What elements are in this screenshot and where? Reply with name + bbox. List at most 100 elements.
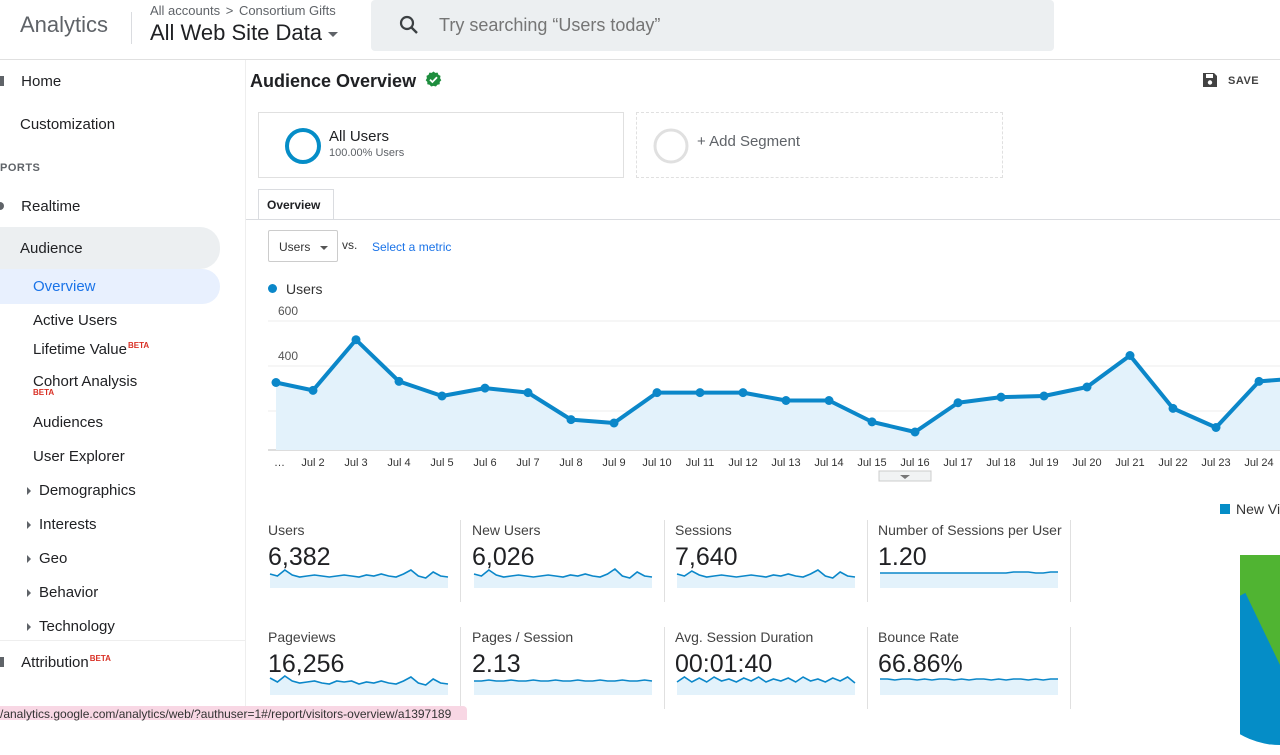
sidebar-item-lifetime-value[interactable]: Lifetime ValueBETA <box>33 341 149 358</box>
sparkline-line <box>880 678 1058 681</box>
sidebar-item-technology[interactable]: Technology <box>27 618 115 635</box>
pie-slice-returning <box>1244 584 1280 665</box>
sidebar-item-behavior[interactable]: Behavior <box>27 584 98 601</box>
data-point <box>437 391 447 401</box>
x-tick-label: Jul 19 <box>1029 457 1058 469</box>
scorecard-avg-session-duration[interactable]: Avg. Session Duration 00:01:40 <box>675 629 871 713</box>
legend-swatch-new-visitor <box>1220 504 1230 514</box>
data-point <box>1082 382 1092 392</box>
scorecard-label: Users <box>268 522 305 538</box>
sidebar-item-audience[interactable]: Audience <box>20 240 83 257</box>
page-title: Audience Overview <box>250 71 442 92</box>
pie-legend: New Vi <box>1220 501 1280 517</box>
x-tick-label: Jul 18 <box>986 457 1015 469</box>
sparkline-area <box>270 570 448 588</box>
data-point <box>996 392 1006 402</box>
select-metric-link[interactable]: Select a metric <box>372 240 452 254</box>
chart-range-arrow-icon <box>900 475 910 479</box>
vs-label: vs. <box>342 238 358 252</box>
x-tick-label: Jul 12 <box>728 457 757 469</box>
sparkline <box>473 567 653 588</box>
cohort-analysis-label: Cohort Analysis <box>33 373 138 390</box>
legend-dot <box>268 284 277 293</box>
sidebar-item-audiences[interactable]: Audiences <box>33 414 104 431</box>
sparkline-area <box>474 569 652 588</box>
sparkline-area <box>474 680 652 695</box>
sidebar-divider <box>0 640 245 641</box>
sidebar-item-geo[interactable]: Geo <box>27 550 67 567</box>
pie-legend-label: New Vi <box>1236 501 1280 517</box>
tab-divider <box>246 219 1280 220</box>
scorecard-sessions[interactable]: Sessions 7,640 <box>675 522 871 606</box>
sidebar-item-cohort-analysis[interactable]: Cohort Analysis BETA <box>33 373 138 397</box>
scorecard-number-of-sessions-per-user[interactable]: Number of Sessions per User 1.20 <box>878 522 1074 606</box>
geo-label: Geo <box>39 550 68 567</box>
attribution-icon <box>0 657 4 667</box>
sparkline-line <box>676 569 856 579</box>
sparkline-area <box>880 679 1058 695</box>
data-point <box>351 335 361 345</box>
tab-overview[interactable]: Overview <box>258 189 334 220</box>
sparkline-area <box>677 570 855 588</box>
status-bar-url: /analytics.google.com/analytics/web/?aut… <box>0 706 468 721</box>
scorecard-pages-session[interactable]: Pages / Session 2.13 <box>472 629 668 713</box>
data-point <box>1211 423 1221 432</box>
breadcrumb-property[interactable]: Consortium Gifts <box>238 3 336 18</box>
data-point <box>523 388 533 398</box>
sidebar-item-overview[interactable]: Overview <box>33 278 96 295</box>
breadcrumb-account[interactable]: All accounts <box>150 3 221 18</box>
sidebar-item-realtime[interactable]: Realtime <box>0 198 80 215</box>
sparkline <box>880 571 1058 588</box>
data-point <box>953 398 963 408</box>
sidebar-item-home[interactable]: Home <box>0 73 61 90</box>
scorecard-divider <box>460 627 461 709</box>
sparkline <box>474 679 653 695</box>
sparkline-line <box>474 679 653 682</box>
scorecard-label: Sessions <box>675 522 732 538</box>
scorecard-value: 7,640 <box>675 543 738 571</box>
scorecard-divider <box>460 520 461 602</box>
search-bar[interactable] <box>371 0 1054 51</box>
sidebar-item-customization[interactable]: Customization <box>20 116 116 133</box>
data-point <box>824 396 834 405</box>
search-input[interactable] <box>439 12 1019 38</box>
sidebar-item-active-users[interactable]: Active Users <box>33 312 118 329</box>
expand-arrow-icon <box>27 521 31 530</box>
add-segment-box[interactable]: + Add Segment <box>636 112 1003 178</box>
verified-check-icon <box>425 71 442 87</box>
segment-ring-icon <box>285 128 321 164</box>
x-tick-label: Jul 20 <box>1072 457 1101 469</box>
scorecard-value: 16,256 <box>268 650 345 678</box>
sparkline <box>676 569 856 588</box>
scorecard-divider <box>664 520 665 602</box>
expand-arrow-icon <box>27 487 31 496</box>
segment-all-users[interactable]: All Users 100.00% Users <box>258 112 624 178</box>
scorecard-pageviews[interactable]: Pageviews 16,256 <box>268 629 464 713</box>
scorecard-bounce-rate[interactable]: Bounce Rate 66.86% <box>878 629 1074 713</box>
save-button[interactable]: SAVE <box>1202 72 1259 88</box>
metric-dropdown[interactable]: Users <box>268 230 338 262</box>
scorecard-users[interactable]: Users 6,382 <box>268 522 464 606</box>
sidebar-item-user-explorer[interactable]: User Explorer <box>33 448 125 465</box>
sidebar-item-demographics[interactable]: Demographics <box>27 482 136 499</box>
data-point <box>652 388 662 398</box>
sidebar-item-attribution[interactable]: AttributionBETA <box>0 654 111 671</box>
x-tick-label: Jul 14 <box>814 457 843 469</box>
view-selector[interactable]: All Web Site Data <box>150 20 339 46</box>
data-point <box>781 396 791 405</box>
analytics-logo[interactable]: Analytics <box>20 12 109 37</box>
scorecard-divider <box>1070 520 1071 602</box>
beta-badge: BETA <box>33 388 55 397</box>
sidebar-item-interests[interactable]: Interests <box>27 516 97 533</box>
sparkline-line <box>880 571 1058 574</box>
scorecard-divider <box>867 627 868 709</box>
y-tick-label: 400 <box>278 349 298 363</box>
breadcrumb[interactable]: All accounts > Consortium Gifts <box>150 3 336 18</box>
scorecard-divider <box>1070 627 1071 709</box>
x-tick-label: Jul 6 <box>473 457 496 469</box>
data-point <box>1039 391 1049 401</box>
expand-arrow-icon <box>27 623 31 632</box>
scorecard-new-users[interactable]: New Users 6,026 <box>472 522 668 606</box>
legend-label: Users <box>286 281 323 297</box>
